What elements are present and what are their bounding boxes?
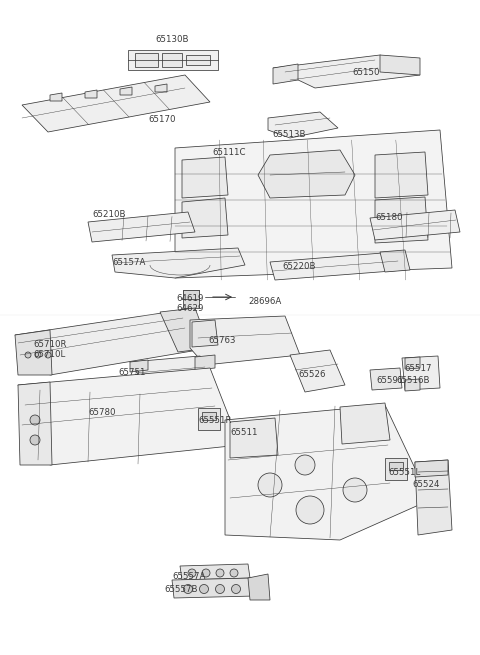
Polygon shape	[273, 64, 298, 84]
Polygon shape	[290, 350, 345, 392]
Circle shape	[230, 569, 238, 577]
Polygon shape	[230, 418, 278, 458]
Polygon shape	[180, 564, 250, 580]
Polygon shape	[340, 403, 390, 444]
Polygon shape	[85, 90, 97, 98]
Text: 65157A: 65157A	[112, 258, 145, 267]
Circle shape	[35, 352, 41, 358]
Text: 65710L: 65710L	[33, 350, 65, 359]
Text: 65210B: 65210B	[92, 210, 125, 219]
Polygon shape	[380, 55, 420, 75]
Text: 65551R: 65551R	[198, 416, 231, 425]
Circle shape	[183, 584, 192, 593]
Circle shape	[202, 569, 210, 577]
Bar	[183, 290, 199, 308]
Circle shape	[258, 473, 282, 497]
Polygon shape	[160, 308, 210, 352]
Polygon shape	[190, 316, 300, 365]
Polygon shape	[130, 356, 215, 390]
Text: 65710R: 65710R	[33, 340, 67, 349]
Text: 65557B: 65557B	[164, 585, 197, 594]
Bar	[202, 412, 216, 420]
Polygon shape	[15, 310, 210, 375]
Polygon shape	[120, 87, 132, 95]
Circle shape	[231, 584, 240, 593]
Circle shape	[188, 569, 196, 577]
Polygon shape	[182, 198, 228, 238]
Bar	[385, 458, 407, 480]
Text: 65524: 65524	[412, 480, 440, 489]
Polygon shape	[186, 55, 210, 65]
Text: 65170: 65170	[148, 115, 176, 124]
Polygon shape	[15, 330, 52, 375]
Text: 65130B: 65130B	[155, 35, 189, 44]
Polygon shape	[225, 405, 430, 540]
Polygon shape	[18, 368, 240, 465]
Circle shape	[296, 496, 324, 524]
Polygon shape	[182, 157, 228, 198]
Polygon shape	[270, 252, 405, 280]
Polygon shape	[415, 460, 452, 535]
Text: 65511: 65511	[230, 428, 257, 437]
Text: 65516B: 65516B	[396, 376, 430, 385]
Polygon shape	[405, 379, 420, 391]
Circle shape	[30, 435, 40, 445]
Text: 65526: 65526	[298, 370, 325, 379]
Text: 65220B: 65220B	[282, 262, 315, 271]
Polygon shape	[415, 460, 448, 477]
Polygon shape	[135, 53, 158, 67]
Text: 65180: 65180	[375, 213, 403, 222]
Polygon shape	[370, 210, 460, 240]
Circle shape	[216, 569, 224, 577]
Text: 65111C: 65111C	[212, 148, 245, 157]
Polygon shape	[155, 84, 167, 92]
Text: 65780: 65780	[88, 408, 116, 417]
Polygon shape	[375, 152, 428, 198]
Text: 65517: 65517	[404, 364, 432, 373]
Text: 64629: 64629	[176, 304, 204, 313]
Polygon shape	[22, 75, 210, 132]
Polygon shape	[405, 357, 420, 369]
Polygon shape	[162, 53, 182, 67]
Polygon shape	[375, 197, 428, 243]
Bar	[198, 408, 220, 430]
Text: 65551L: 65551L	[388, 468, 420, 477]
Circle shape	[343, 478, 367, 502]
Polygon shape	[128, 50, 218, 70]
Text: 65513B: 65513B	[272, 130, 305, 139]
Circle shape	[30, 415, 40, 425]
Polygon shape	[195, 355, 215, 370]
Text: 65751: 65751	[118, 368, 145, 377]
Polygon shape	[402, 356, 440, 390]
Circle shape	[200, 584, 208, 593]
Polygon shape	[130, 360, 148, 372]
Polygon shape	[192, 320, 218, 347]
Circle shape	[25, 352, 31, 358]
Bar	[183, 290, 199, 299]
Polygon shape	[50, 93, 62, 101]
Circle shape	[45, 352, 51, 358]
Text: 65763: 65763	[208, 336, 236, 345]
Bar	[389, 462, 403, 470]
Polygon shape	[18, 382, 52, 465]
Circle shape	[295, 455, 315, 475]
Polygon shape	[112, 248, 245, 278]
Polygon shape	[175, 130, 452, 278]
Polygon shape	[370, 368, 402, 390]
Text: 65150: 65150	[352, 68, 380, 77]
Polygon shape	[258, 150, 355, 198]
Polygon shape	[268, 112, 338, 138]
Polygon shape	[172, 578, 255, 598]
Text: 65591: 65591	[376, 376, 403, 385]
Polygon shape	[380, 250, 410, 272]
Polygon shape	[88, 212, 195, 242]
Circle shape	[216, 584, 225, 593]
Polygon shape	[273, 55, 420, 88]
Text: 64619: 64619	[176, 294, 204, 303]
Polygon shape	[248, 574, 270, 600]
Text: 28696A: 28696A	[248, 297, 281, 306]
Text: 65557A: 65557A	[172, 572, 205, 581]
